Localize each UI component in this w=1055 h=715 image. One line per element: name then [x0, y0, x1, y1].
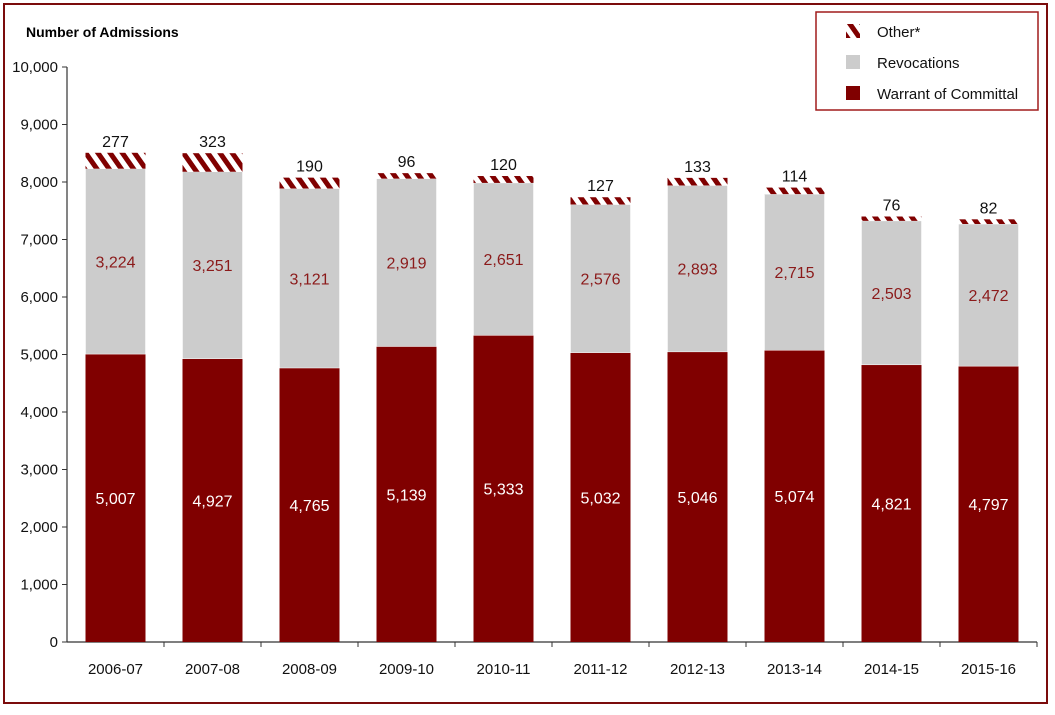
bar-warrant-of-committal — [958, 366, 1019, 642]
bar-warrant-of-committal — [85, 354, 146, 642]
data-label: 4,797 — [968, 497, 1008, 514]
chart-frame — [3, 3, 1048, 704]
bar-warrant-of-committal — [473, 335, 534, 642]
bar-warrant-of-committal — [764, 350, 825, 642]
data-label: 190 — [296, 159, 323, 176]
data-label: 2,576 — [580, 272, 620, 289]
data-label: 3,224 — [95, 254, 135, 271]
data-label: 4,821 — [871, 496, 911, 513]
y-tick-label: 4,000 — [20, 404, 58, 421]
bar-warrant-of-committal — [182, 358, 243, 642]
data-label: 5,139 — [386, 487, 426, 504]
bar-warrant-of-committal — [667, 351, 728, 642]
bar-revocations — [861, 220, 922, 366]
x-tick-label: 2007-08 — [185, 661, 240, 678]
legend-swatch — [846, 24, 860, 38]
bar-revocations — [473, 182, 534, 336]
data-label: 127 — [587, 178, 614, 195]
data-label: 96 — [398, 154, 416, 171]
bar-revocations — [376, 178, 437, 347]
data-label: 3,121 — [289, 271, 329, 288]
x-tick-label: 2008-09 — [282, 661, 337, 678]
bar-revocations — [279, 188, 340, 369]
y-tick-label: 3,000 — [20, 462, 58, 479]
bar-other — [473, 176, 534, 183]
y-tick-label: 2,000 — [20, 519, 58, 536]
x-tick-label: 2011-12 — [574, 661, 628, 678]
x-tick-label: 2010-11 — [477, 661, 531, 678]
y-tick-label: 9,000 — [20, 117, 58, 134]
data-label: 277 — [102, 134, 129, 151]
legend-swatch — [846, 55, 860, 69]
data-label: 5,007 — [95, 491, 135, 508]
y-tick-label: 8,000 — [20, 174, 58, 191]
data-label: 5,333 — [483, 482, 523, 499]
bar-other — [570, 197, 631, 205]
bar-revocations — [667, 185, 728, 353]
data-label: 133 — [684, 159, 711, 176]
bar-warrant-of-committal — [279, 368, 340, 642]
bar-other — [279, 177, 340, 189]
y-tick-label: 7,000 — [20, 232, 58, 249]
data-label: 323 — [199, 134, 226, 151]
legend-label: Revocations — [877, 55, 960, 72]
bar-warrant-of-committal — [861, 364, 922, 642]
bar-other — [182, 153, 243, 172]
bar-revocations — [182, 171, 243, 359]
data-label: 3,251 — [192, 258, 232, 275]
bar-other — [958, 219, 1019, 225]
data-label: 5,032 — [580, 490, 620, 507]
data-label: 114 — [782, 169, 808, 186]
y-tick-label: 10,000 — [12, 59, 58, 76]
data-label: 5,074 — [774, 489, 814, 506]
x-tick-label: 2015-16 — [961, 661, 1016, 678]
x-tick-label: 2014-15 — [864, 661, 919, 678]
y-tick-label: 0 — [50, 634, 58, 651]
legend-label: Warrant of Committal — [877, 86, 1018, 103]
data-label: 4,765 — [289, 498, 329, 515]
y-axis-title: Number of Admissions — [26, 24, 179, 40]
data-label: 2,503 — [871, 286, 911, 303]
y-tick-label: 6,000 — [20, 289, 58, 306]
data-label: 2,893 — [677, 262, 717, 279]
data-label: 2,919 — [386, 256, 426, 273]
legend-label: Other* — [877, 24, 921, 41]
bar-warrant-of-committal — [570, 352, 631, 642]
data-label: 120 — [490, 157, 517, 174]
bar-warrant-of-committal — [376, 346, 437, 642]
bar-revocations — [958, 223, 1019, 367]
legend-swatch — [846, 86, 860, 100]
x-tick-label: 2013-14 — [767, 661, 822, 678]
bar-revocations — [764, 193, 825, 351]
bar-revocations — [85, 168, 146, 355]
y-tick-label: 1,000 — [20, 577, 58, 594]
data-label: 2,651 — [483, 252, 523, 269]
bar-other — [376, 173, 437, 179]
data-label: 82 — [980, 200, 998, 217]
bar-other — [85, 152, 146, 169]
data-label: 2,715 — [774, 265, 814, 282]
bar-other — [667, 177, 728, 186]
x-tick-label: 2012-13 — [670, 661, 725, 678]
data-label: 76 — [883, 198, 901, 215]
bar-other — [861, 216, 922, 221]
x-tick-label: 2009-10 — [379, 661, 434, 678]
bar-revocations — [570, 204, 631, 353]
y-tick-label: 5,000 — [20, 347, 58, 364]
bar-other — [764, 187, 825, 195]
data-label: 2,472 — [968, 288, 1008, 305]
data-label: 4,927 — [192, 493, 232, 510]
data-label: 5,046 — [677, 490, 717, 507]
x-tick-label: 2006-07 — [88, 661, 143, 678]
legend: Other* Revocations Warrant of Committal — [815, 11, 1039, 111]
